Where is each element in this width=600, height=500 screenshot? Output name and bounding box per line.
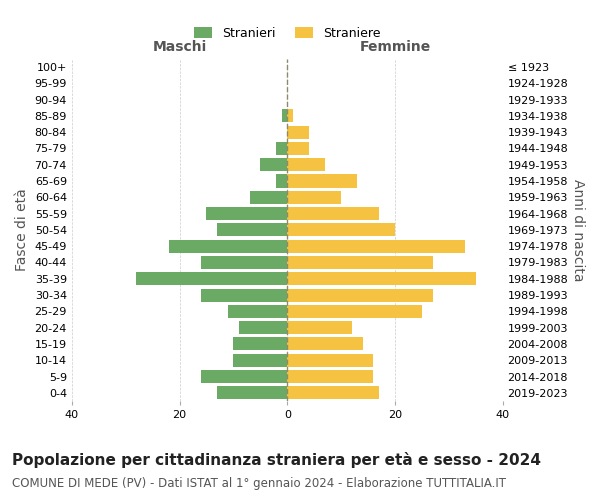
- Bar: [287, 142, 309, 155]
- Bar: [287, 386, 379, 400]
- Bar: [136, 272, 287, 285]
- Bar: [287, 174, 357, 188]
- Text: Femmine: Femmine: [359, 40, 431, 54]
- Bar: [239, 321, 287, 334]
- Y-axis label: Fasce di età: Fasce di età: [15, 188, 29, 272]
- Bar: [287, 354, 373, 367]
- Bar: [287, 158, 325, 171]
- Bar: [217, 224, 287, 236]
- Bar: [287, 207, 379, 220]
- Bar: [287, 305, 422, 318]
- Bar: [233, 338, 287, 350]
- Bar: [287, 110, 293, 122]
- Text: Maschi: Maschi: [152, 40, 206, 54]
- Y-axis label: Anni di nascita: Anni di nascita: [571, 178, 585, 281]
- Bar: [228, 305, 287, 318]
- Bar: [287, 126, 309, 138]
- Bar: [287, 272, 476, 285]
- Bar: [287, 240, 465, 252]
- Bar: [201, 288, 287, 302]
- Text: Popolazione per cittadinanza straniera per età e sesso - 2024: Popolazione per cittadinanza straniera p…: [12, 452, 541, 468]
- Bar: [287, 370, 373, 383]
- Bar: [287, 256, 433, 269]
- Bar: [277, 142, 287, 155]
- Bar: [169, 240, 287, 252]
- Bar: [217, 386, 287, 400]
- Text: COMUNE DI MEDE (PV) - Dati ISTAT al 1° gennaio 2024 - Elaborazione TUTTITALIA.IT: COMUNE DI MEDE (PV) - Dati ISTAT al 1° g…: [12, 478, 506, 490]
- Bar: [233, 354, 287, 367]
- Bar: [277, 174, 287, 188]
- Legend: Stranieri, Straniere: Stranieri, Straniere: [187, 20, 387, 46]
- Bar: [287, 191, 341, 204]
- Bar: [201, 370, 287, 383]
- Bar: [282, 110, 287, 122]
- Bar: [260, 158, 287, 171]
- Bar: [201, 256, 287, 269]
- Bar: [287, 224, 395, 236]
- Bar: [287, 288, 433, 302]
- Bar: [206, 207, 287, 220]
- Bar: [287, 321, 352, 334]
- Bar: [250, 191, 287, 204]
- Bar: [287, 338, 362, 350]
